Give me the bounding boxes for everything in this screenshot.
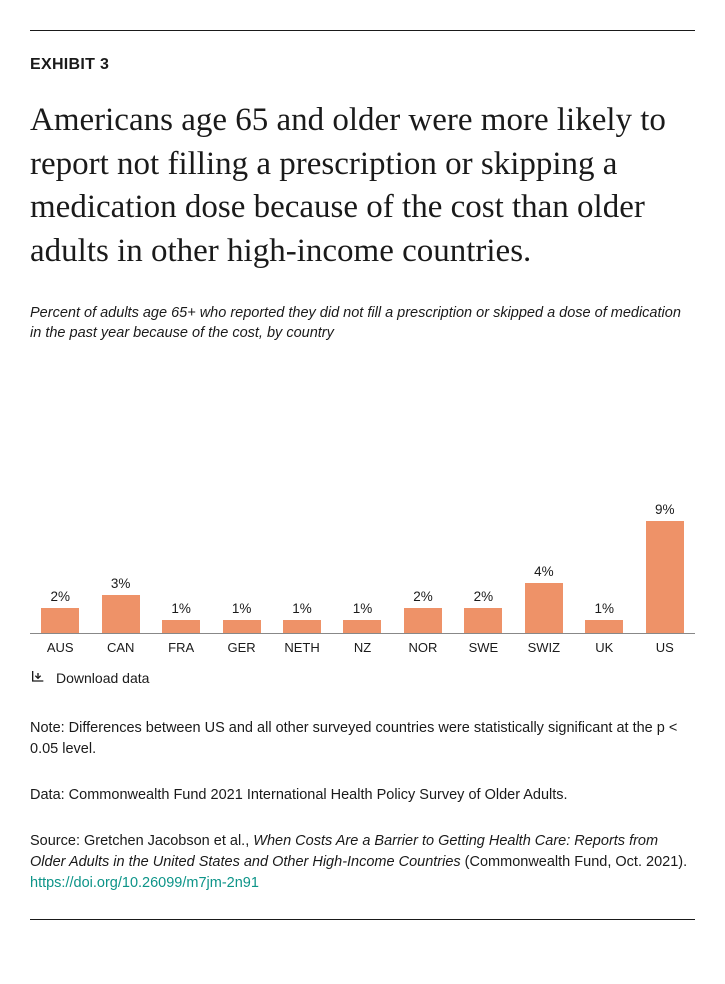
- bar: [223, 620, 261, 632]
- bar: [162, 620, 200, 632]
- x-axis-labels: AUSCANFRAGERNETHNZNORSWESWIZUKUS: [30, 640, 695, 655]
- bar: [102, 595, 140, 632]
- note-text: Note: Differences between US and all oth…: [30, 718, 695, 760]
- data-source-text: Data: Commonwealth Fund 2021 Internation…: [30, 785, 695, 806]
- bar-value-label: 9%: [655, 502, 675, 517]
- bar-value-label: 1%: [292, 601, 312, 616]
- bar-value-label: 3%: [111, 576, 131, 591]
- bar: [464, 608, 502, 633]
- bar: [283, 620, 321, 632]
- x-axis-label: GER: [211, 640, 271, 655]
- bar: [343, 620, 381, 632]
- bar-value-label: 1%: [171, 601, 191, 616]
- source-citation: Source: Gretchen Jacobson et al., When C…: [30, 831, 695, 894]
- download-icon: [30, 669, 46, 688]
- bar-column: 1%: [211, 384, 271, 633]
- chart-subtitle: Percent of adults age 65+ who reported t…: [30, 303, 695, 344]
- bottom-rule: [30, 919, 695, 920]
- bar-column: 1%: [272, 384, 332, 633]
- x-axis-label: US: [635, 640, 695, 655]
- bar-value-label: 2%: [50, 589, 70, 604]
- bar-column: 9%: [635, 384, 695, 633]
- x-axis-label: NOR: [393, 640, 453, 655]
- download-data-button[interactable]: Download data: [30, 669, 695, 688]
- bar-column: 4%: [514, 384, 574, 633]
- download-label: Download data: [56, 670, 149, 686]
- chart-title: Americans age 65 and older were more lik…: [30, 99, 695, 273]
- bar-value-label: 4%: [534, 564, 554, 579]
- bar-value-label: 2%: [413, 589, 433, 604]
- source-prefix: Source: Gretchen Jacobson et al.,: [30, 833, 253, 849]
- bar-column: 2%: [30, 384, 90, 633]
- x-axis-label: SWE: [453, 640, 513, 655]
- bar-value-label: 1%: [232, 601, 252, 616]
- bar-column: 3%: [90, 384, 150, 633]
- bar-column: 2%: [453, 384, 513, 633]
- bar-column: 2%: [393, 384, 453, 633]
- bar-value-label: 2%: [474, 589, 494, 604]
- bar: [646, 521, 684, 633]
- bar: [41, 608, 79, 633]
- x-axis-label: NZ: [332, 640, 392, 655]
- bar-column: 1%: [574, 384, 634, 633]
- x-axis-label: AUS: [30, 640, 90, 655]
- bar-column: 1%: [332, 384, 392, 633]
- bar-value-label: 1%: [353, 601, 373, 616]
- bar-value-label: 1%: [595, 601, 615, 616]
- source-suffix: (Commonwealth Fund, Oct. 2021).: [461, 854, 687, 870]
- bar-chart: 2% 3% 1% 1% 1% 1% 2% 2% 4% 1% 9%: [30, 384, 695, 634]
- x-axis-label: CAN: [90, 640, 150, 655]
- source-doi-link[interactable]: https://doi.org/10.26099/m7jm-2n91: [30, 875, 259, 891]
- chart-container: 2%3%1%1%1%1%2%2%4%1%9% AUSCANFRAGERNETHN…: [30, 384, 695, 655]
- x-axis-label: UK: [574, 640, 634, 655]
- x-axis-label: SWIZ: [514, 640, 574, 655]
- bar: [585, 620, 623, 632]
- top-rule: [30, 30, 695, 31]
- bar: [404, 608, 442, 633]
- exhibit-label: EXHIBIT 3: [30, 56, 695, 74]
- bar: [525, 583, 563, 633]
- x-axis-label: NETH: [272, 640, 332, 655]
- x-axis-label: FRA: [151, 640, 211, 655]
- bar-column: 1%: [151, 384, 211, 633]
